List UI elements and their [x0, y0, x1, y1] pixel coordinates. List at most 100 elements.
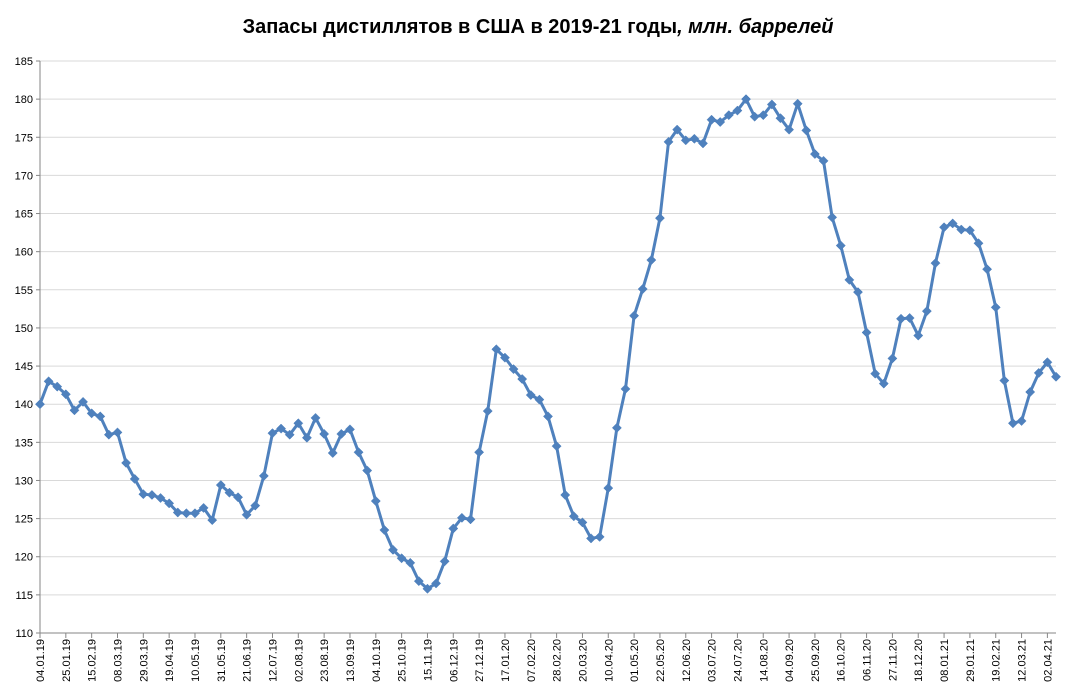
- x-tick-label: 14.08.20: [758, 639, 770, 682]
- data-point-marker: [474, 447, 485, 458]
- x-tick-label: 24.07.20: [732, 639, 744, 682]
- data-point-marker: [396, 553, 407, 564]
- y-tick-label: 170: [15, 170, 33, 182]
- data-point-marker: [801, 125, 812, 136]
- data-point-marker: [956, 224, 967, 235]
- y-tick-label: 150: [15, 323, 33, 335]
- data-point-marker: [586, 533, 597, 544]
- data-point-marker: [818, 155, 829, 166]
- data-point-marker: [301, 432, 312, 443]
- y-tick-label: 145: [15, 361, 33, 373]
- y-axis-tick-labels: 110 115 120 125 130 135 140 145 150 155 160 165 170 1…: [15, 56, 33, 640]
- data-point-marker: [129, 473, 140, 484]
- data-point-marker: [413, 576, 424, 587]
- data-point-marker: [896, 313, 906, 324]
- data-point-marker: [689, 133, 700, 144]
- data-point-marker: [465, 514, 476, 525]
- data-point-marker: [431, 578, 442, 589]
- data-point-marker: [69, 405, 80, 416]
- data-point-marker: [181, 508, 192, 519]
- data-point-marker: [1042, 357, 1053, 368]
- data-point-marker: [964, 225, 975, 236]
- data-point-marker: [258, 470, 269, 481]
- data-point-marker: [766, 99, 777, 110]
- data-point-marker: [534, 394, 545, 405]
- x-tick-label: 22.05.20: [655, 639, 667, 682]
- data-point-marker: [345, 424, 355, 435]
- data-point-marker: [525, 390, 536, 401]
- data-point-marker: [913, 330, 924, 341]
- data-point-marker: [353, 447, 364, 458]
- x-tick-label: 10.05.19: [190, 639, 202, 682]
- data-point-marker: [198, 502, 209, 513]
- data-point-marker: [241, 509, 252, 520]
- data-point-marker: [146, 490, 157, 500]
- x-tick-label: 25.09.20: [810, 639, 822, 682]
- x-tick-label: 27.12.19: [474, 639, 486, 682]
- x-tick-label: 10.04.20: [603, 639, 615, 682]
- y-tick-label: 120: [15, 552, 33, 564]
- data-point-marker: [362, 465, 373, 476]
- data-point-marker: [543, 411, 553, 422]
- x-tick-label: 20.03.20: [577, 639, 589, 682]
- y-tick-label: 110: [15, 628, 33, 640]
- data-point-marker: [982, 264, 993, 275]
- x-tick-label: 02.08.19: [293, 639, 305, 682]
- data-point-marker: [577, 517, 588, 528]
- chart-title: Запасы дистиллятов в США в 2019-21 годы,…: [0, 16, 1076, 39]
- x-tick-label: 21.06.19: [242, 639, 254, 682]
- x-tick-label: 03.07.20: [707, 639, 719, 682]
- data-point-marker: [1033, 367, 1044, 378]
- y-tick-label: 165: [15, 209, 33, 221]
- data-point-marker: [138, 489, 149, 500]
- data-point-marker: [319, 428, 330, 439]
- data-point-marker: [456, 512, 467, 523]
- x-tick-label: 17.01.20: [500, 639, 512, 682]
- data-point-marker: [878, 378, 889, 389]
- data-point-marker: [594, 531, 605, 542]
- data-point-marker: [250, 500, 261, 511]
- x-tick-label: 04.09.20: [784, 639, 796, 682]
- data-point-marker: [233, 492, 243, 503]
- data-point-marker: [499, 352, 510, 363]
- data-point-marker: [775, 113, 786, 124]
- data-point-marker: [698, 138, 708, 149]
- data-point-marker: [741, 94, 751, 105]
- data-point-marker: [835, 240, 846, 251]
- data-point-marker: [853, 287, 863, 298]
- x-tick-label: 31.05.19: [216, 639, 228, 682]
- data-point-marker: [990, 302, 1001, 313]
- data-point-marker: [1007, 418, 1018, 429]
- data-point-marker: [172, 507, 183, 518]
- axes: [36, 60, 1056, 638]
- data-point-marker: [112, 427, 123, 438]
- x-tick-label: 25.01.19: [61, 639, 73, 682]
- data-point-marker: [86, 408, 97, 419]
- x-tick-label: 12.03.21: [1017, 639, 1029, 682]
- y-tick-label: 155: [15, 285, 33, 297]
- data-point-marker: [1051, 371, 1061, 382]
- data-point-marker: [388, 544, 398, 555]
- data-point-marker: [706, 114, 717, 125]
- x-tick-label: 23.08.19: [319, 639, 331, 682]
- data-point-marker: [620, 383, 631, 394]
- x-tick-label: 12.07.19: [267, 639, 279, 682]
- data-point-marker: [551, 441, 562, 452]
- data-point-marker: [405, 557, 416, 568]
- data-point-marker: [672, 124, 683, 135]
- x-tick-label: 25.10.19: [397, 639, 409, 682]
- x-tick-label: 15.11.19: [422, 639, 434, 681]
- x-axis-tick-labels: 04.01.19 25.01.19 15.02.19 08.03.19 29.03.19…: [35, 639, 1054, 682]
- data-point-marker: [758, 110, 769, 121]
- data-point-marker: [482, 406, 493, 417]
- x-tick-label: 16.10.20: [836, 639, 848, 682]
- data-point-marker: [947, 218, 958, 229]
- data-point-marker: [809, 149, 820, 159]
- data-point-marker: [792, 98, 803, 109]
- data-point-marker: [43, 376, 54, 387]
- data-point-marker: [637, 284, 648, 294]
- data-point-marker: [611, 422, 622, 433]
- data-point-marker: [844, 274, 855, 285]
- x-tick-label: 08.03.19: [112, 639, 124, 682]
